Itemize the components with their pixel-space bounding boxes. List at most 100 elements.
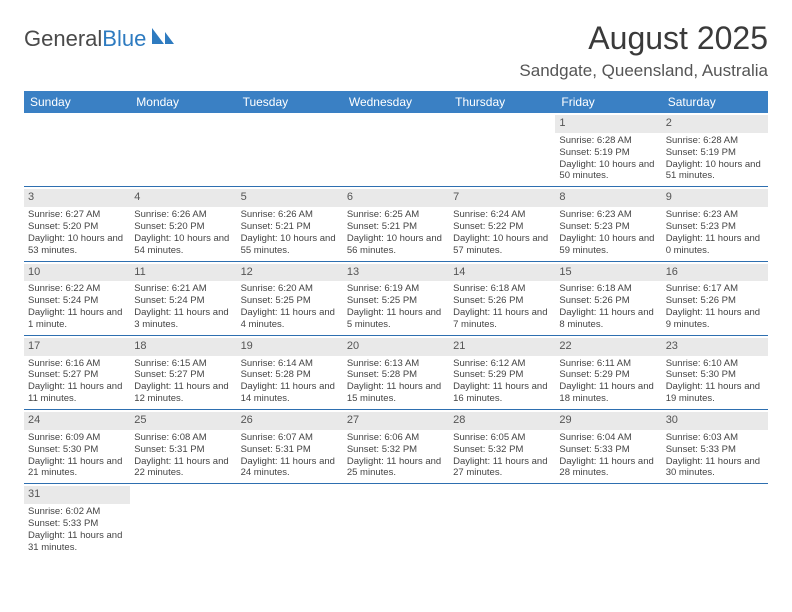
day-number: 23 xyxy=(662,338,768,356)
sunset-text: Sunset: 5:22 PM xyxy=(453,221,551,233)
day-cell-empty xyxy=(449,484,555,557)
month-title: August 2025 xyxy=(519,20,768,57)
daylight-text: Daylight: 11 hours and 16 minutes. xyxy=(453,381,551,405)
brand-text-blue: Blue xyxy=(102,26,146,52)
sunset-text: Sunset: 5:20 PM xyxy=(28,221,126,233)
sunset-text: Sunset: 5:21 PM xyxy=(241,221,339,233)
sunrise-text: Sunrise: 6:13 AM xyxy=(347,358,445,370)
day-info: Sunrise: 6:23 AMSunset: 5:23 PMDaylight:… xyxy=(666,209,764,257)
week-row: 17Sunrise: 6:16 AMSunset: 5:27 PMDayligh… xyxy=(24,336,768,410)
day-cell: 28Sunrise: 6:05 AMSunset: 5:32 PMDayligh… xyxy=(449,410,555,483)
day-number: 5 xyxy=(237,189,343,207)
day-number: 25 xyxy=(130,412,236,430)
sunrise-text: Sunrise: 6:11 AM xyxy=(559,358,657,370)
day-number: 11 xyxy=(130,264,236,282)
day-number: 3 xyxy=(24,189,130,207)
daylight-text: Daylight: 10 hours and 53 minutes. xyxy=(28,233,126,257)
sunrise-text: Sunrise: 6:21 AM xyxy=(134,283,232,295)
day-cell: 25 Sunrise: 6:08 AMSunset: 5:31 PMDayligh… xyxy=(130,410,236,483)
sunrise-text: Sunrise: 6:12 AM xyxy=(453,358,551,370)
day-cell: 3 Sunrise: 6:27 AMSunset: 5:20 PMDaylight… xyxy=(24,187,130,260)
day-cell: 12Sunrise: 6:20 AMSunset: 5:25 PMDayligh… xyxy=(237,262,343,335)
day-cell: 14Sunrise: 6:18 AMSunset: 5:26 PMDayligh… xyxy=(449,262,555,335)
day-info: Sunrise: 6:19 AMSunset: 5:25 PMDaylight:… xyxy=(347,283,445,331)
daylight-text: Daylight: 10 hours and 50 minutes. xyxy=(559,159,657,183)
daylight-text: Daylight: 10 hours and 56 minutes. xyxy=(347,233,445,257)
sunrise-text: Sunrise: 6:25 AM xyxy=(347,209,445,221)
sunset-text: Sunset: 5:26 PM xyxy=(453,295,551,307)
sunrise-text: Sunrise: 6:18 AM xyxy=(453,283,551,295)
brand-text-general: General xyxy=(24,26,102,52)
day-cell: 24 Sunrise: 6:09 AMSunset: 5:30 PMDayligh… xyxy=(24,410,130,483)
daylight-text: Daylight: 11 hours and 18 minutes. xyxy=(559,381,657,405)
dow-cell: Friday xyxy=(555,91,661,113)
sunrise-text: Sunrise: 6:19 AM xyxy=(347,283,445,295)
day-cell: 10Sunrise: 6:22 AMSunset: 5:24 PMDayligh… xyxy=(24,262,130,335)
sunset-text: Sunset: 5:24 PM xyxy=(134,295,232,307)
day-cell: 16Sunrise: 6:17 AMSunset: 5:26 PMDayligh… xyxy=(662,262,768,335)
daylight-text: Daylight: 11 hours and 3 minutes. xyxy=(134,307,232,331)
weeks-container: 1Sunrise: 6:28 AMSunset: 5:19 PMDaylight… xyxy=(24,113,768,558)
day-info: Sunrise: 6:25 AMSunset: 5:21 PMDaylight:… xyxy=(347,209,445,257)
day-cell: 18Sunrise: 6:15 AMSunset: 5:27 PMDayligh… xyxy=(130,336,236,409)
sunset-text: Sunset: 5:32 PM xyxy=(453,444,551,456)
daylight-text: Daylight: 11 hours and 30 minutes. xyxy=(666,456,764,480)
daylight-text: Daylight: 11 hours and 9 minutes. xyxy=(666,307,764,331)
day-cell: 7Sunrise: 6:24 AMSunset: 5:22 PMDaylight… xyxy=(449,187,555,260)
day-info: Sunrise: 6:26 AMSunset: 5:21 PMDaylight:… xyxy=(241,209,339,257)
day-number: 6 xyxy=(343,189,449,207)
week-row: 10Sunrise: 6:22 AMSunset: 5:24 PMDayligh… xyxy=(24,262,768,336)
day-info: Sunrise: 6:21 AMSunset: 5:24 PMDaylight:… xyxy=(134,283,232,331)
day-info: Sunrise: 6:09 AMSunset: 5:30 PMDaylight:… xyxy=(28,432,126,480)
sunset-text: Sunset: 5:24 PM xyxy=(28,295,126,307)
sunrise-text: Sunrise: 6:26 AM xyxy=(134,209,232,221)
day-number: 31 xyxy=(24,486,130,504)
sunrise-text: Sunrise: 6:15 AM xyxy=(134,358,232,370)
sunset-text: Sunset: 5:20 PM xyxy=(134,221,232,233)
day-info: Sunrise: 6:28 AMSunset: 5:19 PMDaylight:… xyxy=(559,135,657,183)
sunrise-text: Sunrise: 6:24 AM xyxy=(453,209,551,221)
day-info: Sunrise: 6:02 AMSunset: 5:33 PMDaylight:… xyxy=(28,506,126,554)
sunset-text: Sunset: 5:33 PM xyxy=(559,444,657,456)
daylight-text: Daylight: 10 hours and 54 minutes. xyxy=(134,233,232,257)
sunrise-text: Sunrise: 6:18 AM xyxy=(559,283,657,295)
day-number: 28 xyxy=(449,412,555,430)
sunset-text: Sunset: 5:30 PM xyxy=(28,444,126,456)
day-info: Sunrise: 6:22 AMSunset: 5:24 PMDaylight:… xyxy=(28,283,126,331)
day-cell: 22Sunrise: 6:11 AMSunset: 5:29 PMDayligh… xyxy=(555,336,661,409)
sunset-text: Sunset: 5:27 PM xyxy=(134,369,232,381)
day-info: Sunrise: 6:10 AMSunset: 5:30 PMDaylight:… xyxy=(666,358,764,406)
day-info: Sunrise: 6:18 AMSunset: 5:26 PMDaylight:… xyxy=(559,283,657,331)
day-number: 20 xyxy=(343,338,449,356)
sunrise-text: Sunrise: 6:26 AM xyxy=(241,209,339,221)
week-row: 31 Sunrise: 6:02 AMSunset: 5:33 PMDayligh… xyxy=(24,484,768,557)
day-cell-empty xyxy=(24,113,130,186)
day-info: Sunrise: 6:04 AMSunset: 5:33 PMDaylight:… xyxy=(559,432,657,480)
day-cell-empty xyxy=(237,484,343,557)
day-info: Sunrise: 6:08 AMSunset: 5:31 PMDaylight:… xyxy=(134,432,232,480)
daylight-text: Daylight: 11 hours and 8 minutes. xyxy=(559,307,657,331)
title-block: August 2025 Sandgate, Queensland, Austra… xyxy=(519,20,768,89)
dow-cell: Tuesday xyxy=(237,91,343,113)
day-cell-empty xyxy=(237,113,343,186)
daylight-text: Daylight: 11 hours and 5 minutes. xyxy=(347,307,445,331)
sunrise-text: Sunrise: 6:04 AM xyxy=(559,432,657,444)
day-cell: 9Sunrise: 6:23 AMSunset: 5:23 PMDaylight… xyxy=(662,187,768,260)
day-info: Sunrise: 6:27 AMSunset: 5:20 PMDaylight:… xyxy=(28,209,126,257)
sunset-text: Sunset: 5:23 PM xyxy=(666,221,764,233)
day-cell: 31 Sunrise: 6:02 AMSunset: 5:33 PMDayligh… xyxy=(24,484,130,557)
day-cell: 6 Sunrise: 6:25 AMSunset: 5:21 PMDaylight… xyxy=(343,187,449,260)
sunrise-text: Sunrise: 6:07 AM xyxy=(241,432,339,444)
daylight-text: Daylight: 11 hours and 21 minutes. xyxy=(28,456,126,480)
day-cell-empty xyxy=(449,113,555,186)
day-number: 26 xyxy=(237,412,343,430)
daylight-text: Daylight: 11 hours and 1 minute. xyxy=(28,307,126,331)
day-info: Sunrise: 6:16 AMSunset: 5:27 PMDaylight:… xyxy=(28,358,126,406)
sunset-text: Sunset: 5:21 PM xyxy=(347,221,445,233)
day-info: Sunrise: 6:26 AMSunset: 5:20 PMDaylight:… xyxy=(134,209,232,257)
sunset-text: Sunset: 5:19 PM xyxy=(666,147,764,159)
day-number: 24 xyxy=(24,412,130,430)
sunrise-text: Sunrise: 6:06 AM xyxy=(347,432,445,444)
daylight-text: Daylight: 10 hours and 51 minutes. xyxy=(666,159,764,183)
day-info: Sunrise: 6:18 AMSunset: 5:26 PMDaylight:… xyxy=(453,283,551,331)
